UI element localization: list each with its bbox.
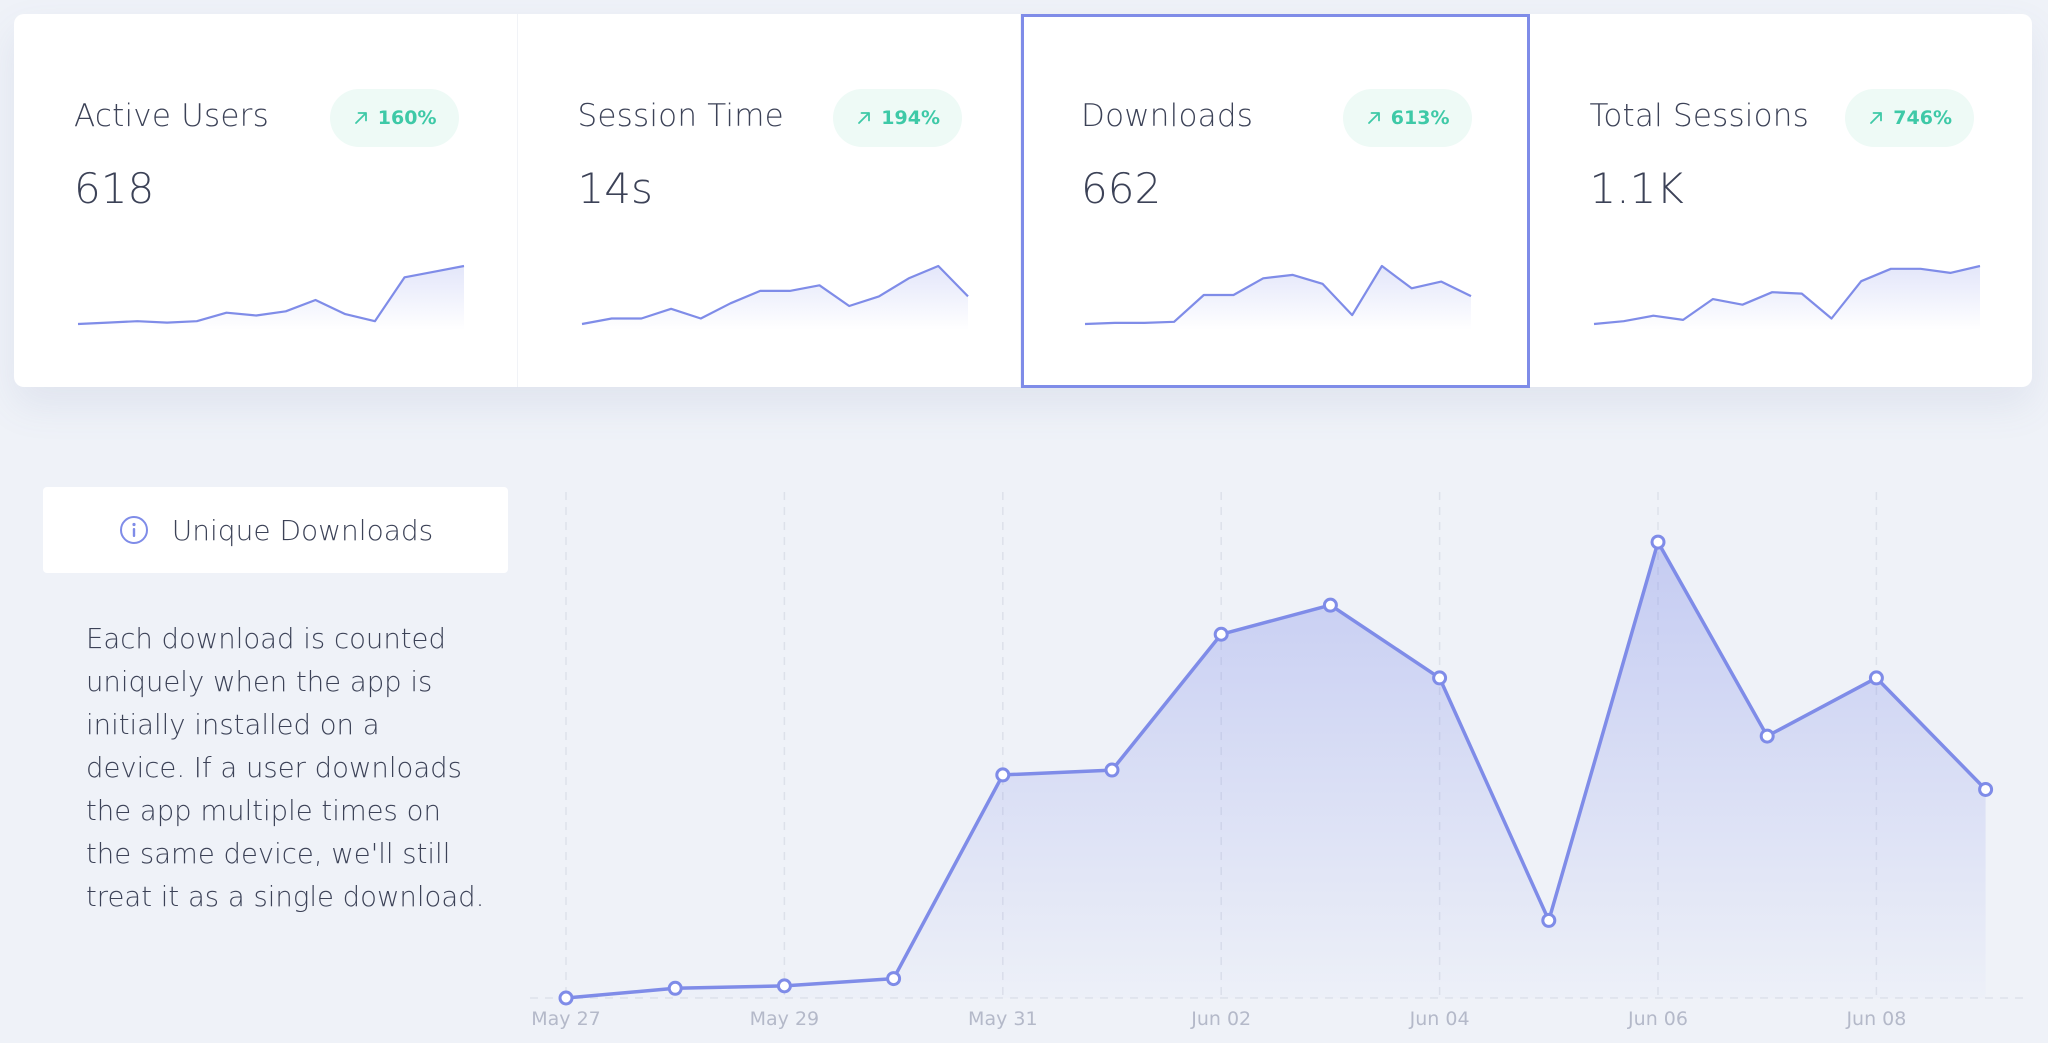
x-tick-label: Jun 04: [1409, 1008, 1470, 1030]
data-point[interactable]: [1978, 781, 1994, 797]
stat-value: 662: [1081, 164, 1162, 213]
sparkline: [1593, 264, 1980, 330]
info-description: Each download is counted uniquely when t…: [86, 623, 485, 913]
data-point[interactable]: [995, 767, 1011, 783]
stat-card[interactable]: Downloads 662 613%: [1021, 14, 1530, 388]
sparkline-area: [581, 266, 968, 330]
data-point[interactable]: [1104, 762, 1120, 778]
data-point[interactable]: [1759, 728, 1775, 744]
arrow-up-right-icon: [1870, 112, 1883, 124]
x-tick-label: Jun 08: [1845, 1008, 1906, 1030]
sparkline-area: [78, 266, 464, 330]
info-circle-icon[interactable]: [118, 514, 150, 546]
stat-title: Total Sessions: [1589, 98, 1809, 134]
stat-value: 14s: [577, 164, 653, 213]
arrow-up-right-icon: [1367, 112, 1380, 124]
stat-cards-row: Active Users 618 160% Session Time 14s 1…: [14, 14, 2033, 388]
change-badge: 160%: [329, 89, 459, 147]
data-point[interactable]: [886, 971, 902, 987]
data-point[interactable]: [1868, 670, 1884, 686]
data-point[interactable]: [776, 978, 792, 994]
data-point[interactable]: [667, 980, 683, 996]
x-tick-label: May 31: [968, 1008, 1038, 1030]
change-value: 613%: [1390, 107, 1450, 129]
series-line: [565, 540, 1987, 1000]
x-tick-label: May 27: [531, 1008, 601, 1030]
sparkline-line: [581, 264, 969, 326]
x-tick-label: Jun 02: [1190, 1008, 1251, 1030]
stat-card[interactable]: Total Sessions 1.1K 746%: [1530, 14, 2033, 387]
change-badge: 194%: [833, 89, 962, 147]
sparkline-line: [1593, 264, 1980, 326]
data-point[interactable]: [1322, 597, 1338, 613]
change-badge: 613%: [1342, 89, 1472, 147]
stat-card[interactable]: Session Time 14s 194%: [518, 14, 1021, 387]
stat-card[interactable]: Active Users 618 160%: [14, 14, 518, 387]
stat-title: Downloads: [1081, 98, 1254, 134]
data-point[interactable]: [1650, 534, 1666, 550]
series-area: [566, 542, 1986, 998]
x-tick-label: May 29: [750, 1008, 820, 1030]
stat-title: Active Users: [74, 98, 269, 134]
sparkline-line: [1084, 264, 1472, 326]
sparkline-area: [1085, 266, 1471, 330]
x-tick-label: Jun 06: [1627, 1008, 1688, 1030]
info-header: Unique Downloads: [43, 487, 508, 573]
sparkline-area: [1593, 266, 1980, 330]
change-value: 194%: [881, 107, 940, 129]
data-point[interactable]: [558, 990, 574, 1006]
change-value: 160%: [377, 107, 437, 129]
info-title: Unique Downloads: [171, 513, 434, 547]
change-badge: 746%: [1845, 89, 1974, 147]
arrow-up-right-icon: [858, 112, 871, 124]
stat-value: 1.1K: [1589, 164, 1684, 213]
data-point[interactable]: [1213, 626, 1229, 642]
sparkline: [77, 264, 465, 330]
data-point[interactable]: [1432, 670, 1448, 686]
sparkline-line: [77, 264, 465, 326]
stat-title: Session Time: [577, 98, 784, 134]
sparkline: [1084, 264, 1472, 330]
sparkline: [581, 264, 969, 330]
unique-downloads-chart: May 27 May 29 May 31 Jun 02 Jun 04 Jun 06 Jun …: [530, 492, 2030, 1030]
change-value: 746%: [1893, 107, 1952, 129]
stat-value: 618: [74, 164, 155, 213]
data-point[interactable]: [1541, 912, 1557, 928]
arrow-up-right-icon: [354, 112, 367, 124]
